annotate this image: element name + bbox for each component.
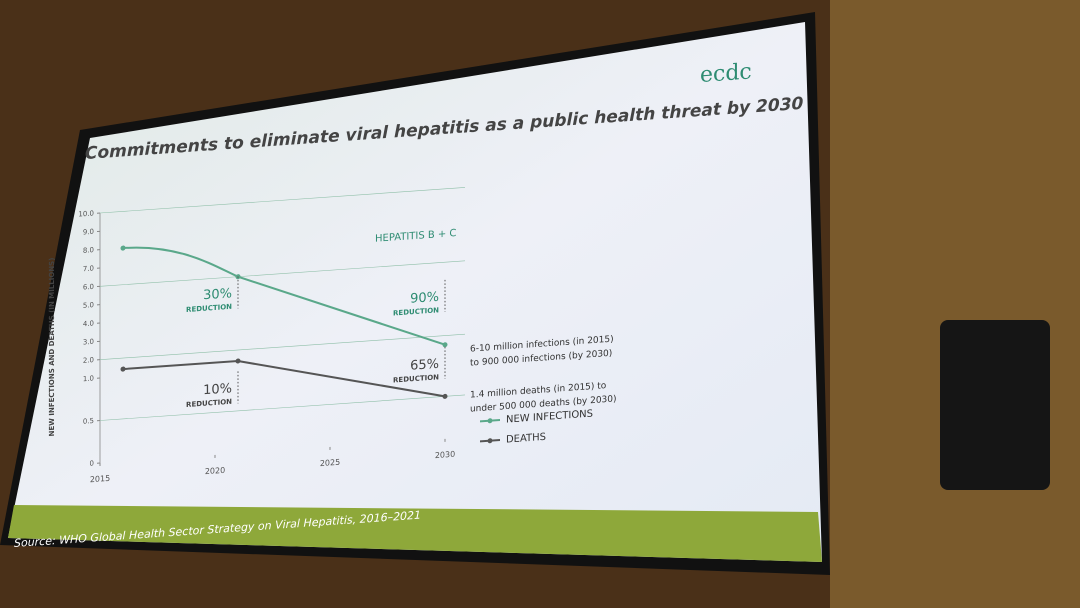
wall (830, 0, 1080, 608)
grid-line (100, 333, 465, 360)
y-tick-label: 1.0 (83, 374, 94, 383)
y-tick-label: 6.0 (83, 283, 94, 292)
speaker (940, 320, 1050, 490)
y-tick-label: 8.0 (83, 246, 94, 255)
y-tick-label: 10.0 (78, 209, 94, 218)
grid-line (100, 394, 465, 421)
annotation-text: REDUCTION (393, 373, 439, 384)
annotation-percent: 90% (410, 290, 439, 307)
legend-label: DEATHS (506, 432, 546, 446)
y-axis-label: NEW INFECTIONS AND DEATHS (IN MILLIONS) (48, 257, 56, 436)
y-tick-label: 7.0 (83, 264, 94, 273)
annotation-percent: 65% (410, 357, 439, 374)
point (235, 358, 241, 364)
point (442, 342, 448, 348)
y-tick-label: 0 (90, 459, 94, 467)
annotation-text: REDUCTION (393, 306, 439, 317)
y-tick-label: 3.0 (83, 338, 94, 347)
series-line (122, 246, 446, 346)
annotation-percent: 30% (203, 286, 232, 303)
legend-dot (487, 418, 493, 424)
legend-dot (487, 438, 493, 444)
point (120, 245, 126, 251)
x-tick-label: 2015 (90, 474, 110, 484)
y-tick-label: 2.0 (83, 356, 94, 365)
x-tick-label: 2025 (320, 458, 340, 468)
grid-line (100, 187, 465, 214)
logo: ecdc (700, 59, 752, 88)
annotation-text: REDUCTION (186, 398, 232, 409)
annotation-text: REDUCTION (186, 303, 232, 314)
point (442, 393, 448, 399)
x-tick-label: 2020 (205, 466, 225, 476)
slide (8, 22, 822, 562)
x-tick-label: 2030 (435, 450, 455, 460)
grid-line (100, 260, 465, 287)
y-tick-label: 5.0 (83, 301, 94, 310)
annotation-percent: 10% (203, 381, 232, 398)
y-tick-label: 4.0 (83, 319, 94, 328)
point (120, 366, 126, 372)
footer-band (8, 505, 822, 562)
y-tick-label: 0.5 (83, 417, 94, 426)
y-tick-label: 9.0 (83, 228, 94, 237)
